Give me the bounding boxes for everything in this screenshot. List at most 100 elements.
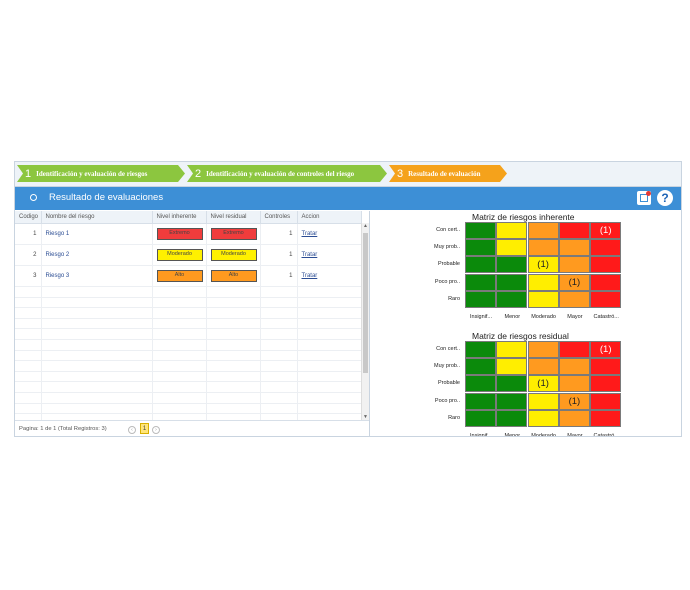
table-row[interactable]: 1 Riesgo 1 Extremo Extremo 1 Tratar (15, 223, 362, 245)
matrix-title: Matriz de riesgos residual (472, 331, 569, 341)
empty-row (15, 392, 362, 404)
matrix-cell[interactable] (558, 222, 590, 239)
table-row[interactable]: 3 Riesgo 3 Alto Alto 1 Tratar (15, 265, 362, 287)
matrix-col-label: Moderado (531, 314, 556, 320)
matrix-cell[interactable]: (1) (590, 222, 622, 239)
scroll-down-icon[interactable]: ▼ (363, 414, 368, 420)
matrix-cell[interactable] (590, 256, 622, 274)
matrix-cell[interactable] (496, 358, 528, 376)
empty-row (15, 286, 362, 298)
matrix-col-label: Menor (504, 314, 521, 320)
matrix-row-label: Poco pro.. (434, 278, 460, 285)
matrix-cell[interactable] (558, 239, 590, 257)
col-codigo[interactable]: Codigo (15, 211, 42, 224)
matrix-cell[interactable] (496, 341, 528, 358)
step-evaluation-result[interactable]: 3 Resultado de evaluación (389, 165, 507, 182)
empty-row (15, 328, 362, 340)
scroll-up-icon[interactable]: ▲ (363, 223, 368, 229)
col-nivel-residual[interactable]: Nivel residual (206, 211, 261, 224)
matrix-cell[interactable] (527, 239, 559, 257)
cell-controls: 1 (260, 223, 298, 245)
matrix-cell[interactable] (496, 256, 528, 274)
matrix-cell[interactable] (465, 239, 496, 257)
next-page-icon[interactable]: › (152, 426, 160, 434)
matrix-cell[interactable] (496, 273, 528, 291)
matrix-cell[interactable]: (1) (527, 375, 559, 393)
matrix-cell[interactable]: (1) (527, 256, 559, 274)
step-risk-identification[interactable]: 1 Identificación y evaluación de riesgos (17, 165, 185, 182)
matrix-cell[interactable] (590, 409, 622, 427)
matrix-col-label: Insignif... (469, 314, 492, 320)
scrollbar-thumb[interactable] (363, 233, 368, 373)
matrix-cell[interactable] (465, 256, 496, 274)
matrix-cell[interactable] (527, 409, 559, 427)
matrix-cell[interactable] (590, 239, 622, 257)
matrix-col-label: Insignif... (469, 433, 492, 437)
matrix-cell[interactable] (496, 392, 528, 410)
matrix-cell[interactable] (527, 341, 559, 358)
matrix-cell[interactable] (527, 392, 559, 410)
tratar-link[interactable]: Tratar (297, 265, 362, 287)
col-accion[interactable]: Accion (297, 211, 362, 224)
matrix-col-label: Moderado (531, 433, 556, 437)
matrix-cell[interactable] (558, 358, 590, 376)
empty-row (15, 360, 362, 372)
matrix-cell[interactable] (496, 290, 528, 308)
matrix-cell[interactable] (558, 409, 590, 427)
matrix-cell[interactable] (465, 341, 496, 358)
matrix-cell[interactable] (590, 273, 622, 291)
matrix-cell[interactable] (558, 341, 590, 358)
matrix-cell[interactable] (590, 358, 622, 376)
matrix-cell[interactable] (465, 409, 496, 427)
cell-code: 3 (15, 265, 42, 287)
empty-row (15, 403, 362, 415)
matrix-row-label: Muy prob.. (434, 244, 460, 251)
table-row[interactable]: 2 Riesgo 2 Moderado Moderado 1 Tratar (15, 244, 362, 266)
matrix-cell[interactable] (558, 290, 590, 308)
matrix-cell[interactable]: (1) (558, 392, 590, 410)
matrix-cell[interactable] (527, 358, 559, 376)
grid-header-row: Codigo Nombre del riesgo Nivel inherente… (15, 211, 362, 224)
help-icon[interactable]: ? (657, 190, 673, 206)
cell-controls: 1 (260, 244, 298, 266)
matrix-cell[interactable] (496, 239, 528, 257)
export-icon[interactable] (637, 191, 651, 205)
current-page-button[interactable]: 1 (140, 423, 149, 434)
matrix-cell[interactable]: (1) (590, 341, 622, 358)
matrix-cell[interactable] (465, 392, 496, 410)
matrix-cell[interactable] (465, 290, 496, 308)
matrix-cell[interactable] (527, 273, 559, 291)
matrix-cell[interactable] (558, 256, 590, 274)
matrix-cell[interactable] (590, 290, 622, 308)
matrix-cell[interactable] (465, 358, 496, 376)
evaluations-grid: Codigo Nombre del riesgo Nivel inherente… (15, 211, 369, 436)
tratar-link[interactable]: Tratar (297, 244, 362, 266)
matrix-cell[interactable] (465, 375, 496, 393)
matrix-cell[interactable] (558, 375, 590, 393)
matrix-title: Matriz de riesgos inherente (472, 212, 575, 222)
matrix-cell[interactable] (590, 392, 622, 410)
prev-page-icon[interactable]: ‹ (128, 426, 136, 434)
tratar-link[interactable]: Tratar (297, 223, 362, 245)
matrix-cell[interactable]: (1) (558, 273, 590, 291)
matrix-col-label: Mayor (567, 314, 583, 320)
matrix-cell[interactable] (527, 222, 559, 239)
matrix-cell[interactable] (527, 290, 559, 308)
matrix-cell[interactable] (590, 375, 622, 393)
matrix-cell[interactable] (496, 409, 528, 427)
grid-scrollbar[interactable]: ▲ ▼ (361, 223, 369, 420)
cell-code: 1 (15, 223, 42, 245)
step-controls-identification[interactable]: 2 Identificación y evaluación de control… (187, 165, 387, 182)
matrix-cell[interactable] (496, 222, 528, 239)
col-nombre[interactable]: Nombre del riesgo (41, 211, 153, 224)
col-nivel-inherente[interactable]: Nivel inherente (152, 211, 207, 224)
matrix-row-label: Probable (437, 380, 460, 387)
matrix-row-label: Probable (437, 261, 460, 268)
matrix-cell[interactable] (465, 222, 496, 239)
step-label: Identificación y evaluación de controles… (206, 169, 355, 178)
col-controles[interactable]: Controles (260, 211, 298, 224)
matrix-col-label: Menor (504, 433, 521, 437)
residual-level-badge: Extremo (210, 228, 257, 240)
matrix-cell[interactable] (496, 375, 528, 393)
matrix-cell[interactable] (465, 273, 496, 291)
